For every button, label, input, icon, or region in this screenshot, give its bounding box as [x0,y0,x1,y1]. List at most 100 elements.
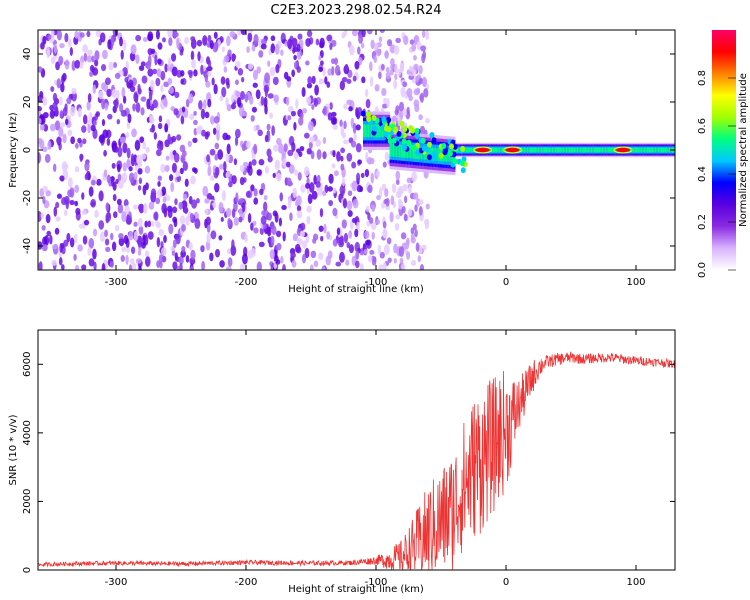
heatmap-cell [603,147,606,153]
heatmap-cell [255,124,260,131]
heatmap-cell [137,238,142,248]
heatmap-cell [536,147,539,153]
heatmap-cell [346,242,351,249]
heatmap-cell [319,208,324,218]
heatmap-cell [420,137,426,144]
heatmap-cell [600,147,603,153]
heatmap-cell [640,147,643,153]
heatmap-cell [343,232,349,244]
heatmap-cell [533,147,536,153]
heatmap-cell [87,93,92,103]
heatmap-cell [389,69,394,76]
heatmap-cell [413,55,417,61]
heatmap-cell [78,223,84,229]
heatmap-cell [311,75,316,85]
heatmap-cell [414,35,418,46]
heatmap-cell [291,260,297,268]
heatmap-cell [74,200,79,207]
heatmap-cell [171,162,177,173]
heatmap-cell [273,144,279,152]
heatmap-cell [42,196,46,205]
heatmap-cell [366,115,372,122]
heatmap-cell [329,42,333,51]
heatmap-cell [87,124,91,134]
heatmap-cell [331,163,336,169]
heatmap-cell [192,137,198,143]
heatmap-cell [256,66,261,74]
heatmap-cell [120,255,125,263]
heatmap-cell [467,147,470,153]
heatmap-cell [399,257,404,265]
heatmap-cell [223,161,227,172]
heatmap-cell [226,134,231,141]
heatmap-cell [378,71,382,80]
heatmap-cell [101,119,106,127]
heatmap-cell [405,239,410,250]
heatmap-cell [219,260,225,268]
heatmap-cell [425,117,430,124]
heatmap-cell [81,209,87,216]
heatmap-cell [413,88,420,96]
heatmap-cell [291,69,296,77]
heatmap-cell [374,42,378,50]
heatmap-cell [206,232,211,244]
heatmap-cell [185,98,190,108]
heatmap-cell [235,192,239,204]
heatmap-cell [648,147,651,153]
heatmap-cell [213,116,220,124]
heatmap-cell [306,30,313,38]
heatmap-cell [357,159,362,165]
heatmap-cell [114,72,121,80]
heatmap-cell [261,38,267,45]
heatmap-cell [270,235,275,247]
heatmap-cell [274,159,280,171]
heatmap-cell [529,147,532,153]
heatmap-cell [629,147,632,153]
heatmap-cell [280,49,284,56]
heatmap-cell [385,197,390,207]
heatmap-cell [385,71,391,80]
heatmap-cell [79,153,83,163]
bottom-y-ticks: 0 2000 4000 6000 [22,352,675,573]
heatmap-cell [147,68,154,77]
heatmap-cell [264,72,271,84]
heatmap-cell [43,124,49,132]
heatmap-cell [378,36,383,43]
heatmap-cell [99,231,106,243]
heatmap-cell [138,177,143,185]
heatmap-cell [58,55,64,65]
heatmap-cell [378,264,384,270]
heatmap-cell [350,140,357,148]
heatmap-cell [225,152,230,163]
heatmap-cell [221,190,226,202]
heatmap-cell [322,151,327,160]
heatmap-cell [108,61,114,71]
heatmap-cell [61,161,68,172]
heatmap-cell [380,63,385,71]
heatmap-cell [86,30,91,38]
heatmap-cell [339,251,345,263]
heatmap-cell [193,69,198,77]
heatmap-cell [394,63,398,75]
heatmap-cell [656,147,659,153]
heatmap-cell [158,115,163,123]
heatmap-cell [414,204,418,212]
heatmap-cell [449,143,455,150]
heatmap-cell [122,95,127,104]
heatmap-cell [406,139,412,146]
heatmap-cell [352,75,357,82]
heatmap-cell [422,78,427,87]
heatmap-cell [452,143,458,150]
heatmap-cell [348,106,353,112]
heatmap-cell [219,95,224,102]
heatmap-cell [307,120,314,132]
heatmap-cell [135,102,141,113]
heatmap-cell [343,103,348,110]
heatmap-cell [161,37,166,43]
heatmap-cell [111,241,117,252]
heatmap-cell [288,105,294,113]
heatmap-cell [138,265,142,270]
heatmap-cell [411,145,414,159]
heatmap-cell [56,193,63,199]
heatmap-cell [178,201,184,210]
